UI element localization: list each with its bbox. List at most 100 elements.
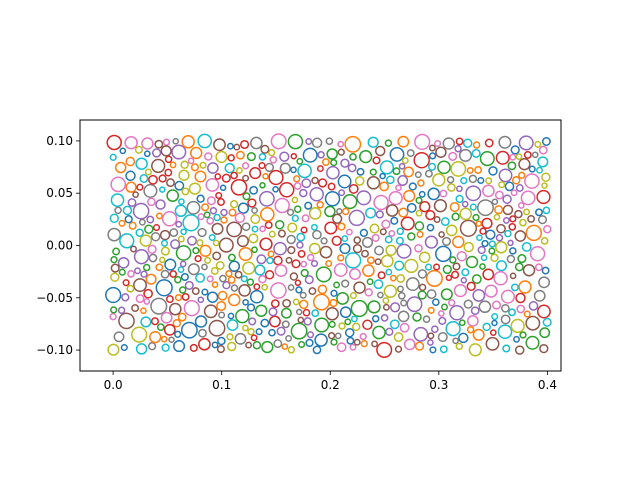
data-point xyxy=(408,182,417,191)
data-point xyxy=(228,208,237,217)
data-point xyxy=(312,345,322,355)
data-point xyxy=(110,176,127,193)
data-point xyxy=(442,137,456,150)
data-point xyxy=(433,263,441,271)
data-point xyxy=(458,319,466,327)
data-point xyxy=(448,299,456,307)
data-point xyxy=(290,166,297,174)
data-point xyxy=(282,298,292,308)
data-point xyxy=(141,137,154,150)
data-point xyxy=(514,230,527,242)
data-point xyxy=(342,194,358,210)
data-point xyxy=(237,202,250,214)
data-point xyxy=(117,306,126,315)
data-point xyxy=(199,161,207,169)
data-point xyxy=(224,162,235,174)
data-point xyxy=(205,177,220,192)
data-point xyxy=(491,319,498,327)
data-point xyxy=(250,334,258,342)
data-point xyxy=(519,218,527,227)
data-point xyxy=(384,235,393,244)
data-point xyxy=(118,219,126,227)
data-point xyxy=(371,340,379,348)
data-point xyxy=(212,251,222,261)
data-point xyxy=(455,137,464,146)
data-point xyxy=(419,201,431,213)
data-point xyxy=(507,161,517,171)
data-point xyxy=(177,312,187,322)
data-point xyxy=(125,156,136,167)
data-point xyxy=(242,261,256,275)
data-point xyxy=(460,277,468,284)
data-point xyxy=(122,279,130,287)
data-point xyxy=(135,294,145,304)
data-point xyxy=(287,346,296,354)
data-point xyxy=(459,219,478,237)
data-point xyxy=(461,268,470,277)
data-point xyxy=(225,269,233,278)
data-point xyxy=(162,138,171,146)
data-point xyxy=(491,198,499,205)
data-point xyxy=(459,207,473,221)
data-point xyxy=(261,283,269,291)
data-point xyxy=(542,206,551,215)
data-point xyxy=(160,145,172,157)
data-point xyxy=(259,237,273,251)
data-point xyxy=(536,189,551,205)
data-point xyxy=(269,155,278,164)
data-point xyxy=(453,283,468,298)
data-point xyxy=(268,169,284,186)
data-point xyxy=(197,296,205,304)
data-point xyxy=(169,270,178,278)
data-point xyxy=(144,224,154,234)
data-point xyxy=(110,256,118,264)
data-point xyxy=(261,340,274,354)
data-point xyxy=(414,133,431,151)
data-point xyxy=(531,151,539,159)
data-point xyxy=(285,334,293,342)
data-point xyxy=(152,224,161,232)
data-point xyxy=(353,236,362,244)
data-point xyxy=(134,267,141,275)
data-point xyxy=(451,212,460,221)
data-point xyxy=(336,342,347,353)
data-point xyxy=(177,266,185,273)
data-point xyxy=(452,235,465,249)
data-point xyxy=(144,168,152,176)
data-point xyxy=(306,331,315,339)
x-axis: 0.0 0.1 0.2 0.3 0.4 xyxy=(104,371,557,392)
data-point xyxy=(338,322,346,330)
data-point xyxy=(354,176,365,186)
data-point xyxy=(326,148,338,160)
data-point xyxy=(415,209,423,217)
data-point xyxy=(203,211,211,219)
data-point xyxy=(174,180,185,191)
data-point xyxy=(344,252,362,269)
data-point xyxy=(427,332,435,340)
data-point xyxy=(538,276,551,289)
data-point xyxy=(401,157,409,165)
data-point xyxy=(428,144,436,152)
data-point xyxy=(369,223,380,234)
data-point xyxy=(471,274,482,285)
data-point xyxy=(449,202,460,213)
data-point xyxy=(463,241,474,253)
data-point xyxy=(398,207,409,218)
y-tick-label: 0.00 xyxy=(46,239,73,253)
data-point xyxy=(227,253,236,262)
data-point xyxy=(201,263,208,271)
data-point xyxy=(417,179,425,187)
data-point xyxy=(311,176,319,185)
data-point xyxy=(316,201,324,209)
data-point xyxy=(290,322,308,340)
data-point xyxy=(268,307,278,317)
data-point xyxy=(534,263,543,272)
data-point xyxy=(482,322,491,332)
data-point xyxy=(251,206,259,214)
data-point xyxy=(150,297,168,315)
data-point xyxy=(317,284,328,295)
data-point xyxy=(164,168,173,177)
data-point xyxy=(125,181,137,193)
data-point xyxy=(110,306,118,314)
data-point xyxy=(233,143,241,151)
